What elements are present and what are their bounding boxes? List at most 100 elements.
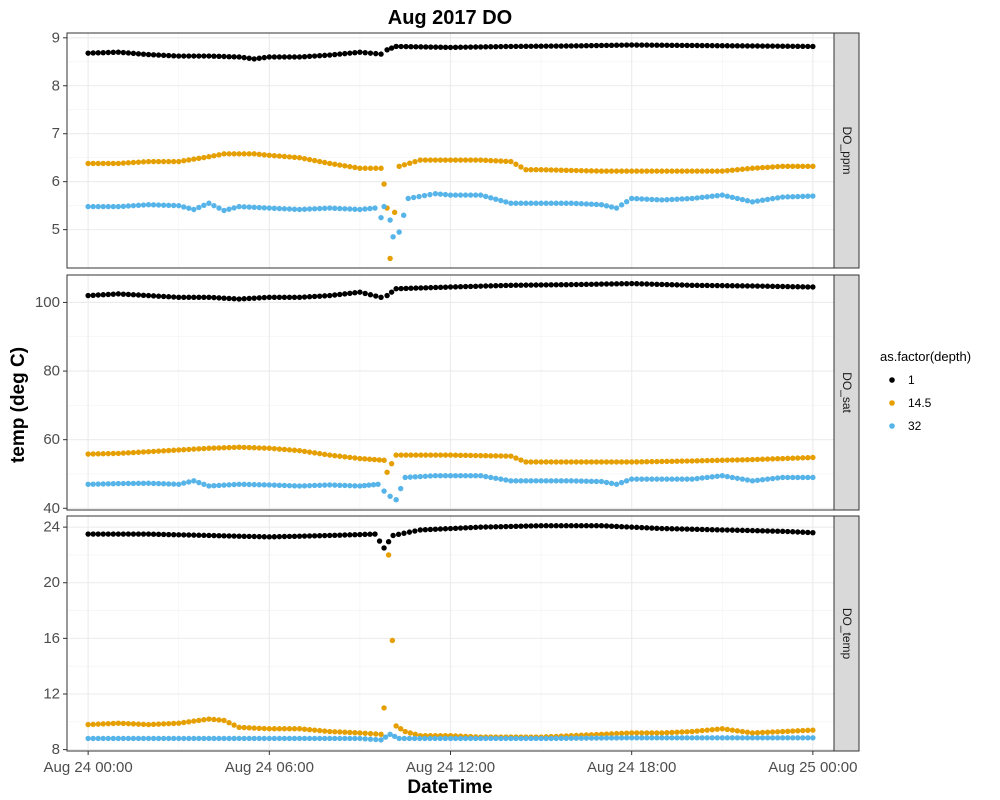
- data-point: [90, 735, 96, 742]
- data-point: [749, 165, 756, 171]
- data-point: [181, 532, 187, 538]
- y-tick-label: 7: [52, 125, 60, 142]
- data-point: [311, 482, 318, 489]
- data-point: [795, 163, 801, 170]
- data-point: [714, 168, 720, 174]
- data-point: [145, 735, 152, 742]
- data-point: [578, 478, 585, 484]
- data-point: [477, 157, 484, 163]
- data-point: [644, 42, 650, 48]
- data-point: [105, 160, 111, 167]
- data-point: [221, 533, 227, 539]
- data-point: [654, 196, 660, 203]
- data-point: [337, 51, 343, 57]
- data-point: [170, 531, 177, 538]
- data-point: [583, 168, 590, 174]
- data-point: [679, 526, 685, 532]
- data-point: [684, 168, 690, 174]
- data-point: [427, 157, 434, 163]
- data-point: [281, 482, 288, 489]
- data-point: [724, 193, 731, 199]
- data-point: [744, 729, 751, 735]
- data-point: [563, 43, 569, 49]
- data-point: [408, 452, 414, 458]
- data-point: [664, 729, 670, 736]
- data-point: [362, 730, 368, 736]
- data-point: [694, 728, 700, 734]
- data-point: [603, 731, 610, 737]
- data-point: [810, 284, 816, 290]
- data-point: [352, 735, 358, 742]
- data-point: [634, 524, 640, 531]
- data-point: [85, 160, 91, 167]
- data-point: [327, 482, 333, 488]
- data-point: [523, 478, 529, 484]
- data-point: [684, 282, 690, 288]
- data-point: [714, 192, 720, 199]
- data-point: [618, 730, 625, 737]
- data-point: [654, 525, 660, 531]
- data-point: [291, 726, 298, 732]
- data-point: [664, 42, 670, 48]
- data-point: [583, 478, 590, 484]
- data-point: [588, 201, 595, 207]
- data-point: [422, 473, 429, 479]
- data-point: [286, 54, 293, 60]
- data-point: [186, 294, 192, 300]
- data-point: [739, 43, 746, 49]
- data-point: [548, 735, 554, 742]
- data-point: [654, 730, 660, 736]
- data-point: [628, 42, 635, 48]
- data-point: [347, 163, 353, 170]
- data-point: [795, 193, 801, 200]
- data-point: [654, 281, 660, 287]
- data-point: [211, 532, 217, 539]
- data-point: [608, 523, 615, 529]
- data-point: [390, 234, 396, 240]
- data-point: [266, 54, 273, 60]
- data-point: [423, 285, 429, 291]
- data-point: [246, 151, 252, 157]
- data-point: [211, 445, 217, 451]
- y-tick-label: 8: [52, 741, 60, 758]
- data-point: [266, 445, 273, 451]
- data-point: [437, 284, 444, 291]
- data-point: [603, 42, 610, 49]
- data-point: [769, 43, 776, 49]
- data-point: [120, 735, 127, 742]
- data-point: [608, 735, 615, 741]
- data-point: [467, 735, 474, 742]
- data-point: [347, 206, 353, 212]
- data-point: [281, 294, 288, 300]
- data-point: [674, 735, 680, 741]
- data-point: [749, 43, 756, 49]
- data-point: [105, 49, 111, 56]
- data-point: [388, 460, 395, 467]
- data-point: [437, 191, 444, 197]
- data-point: [543, 459, 549, 465]
- data-point: [805, 474, 811, 481]
- data-point: [221, 445, 227, 451]
- data-point: [528, 282, 534, 288]
- data-point: [246, 481, 252, 488]
- data-point: [603, 168, 610, 174]
- x-tick-label: Aug 24 06:00: [225, 759, 314, 776]
- data-point: [623, 735, 630, 741]
- data-point: [583, 523, 590, 529]
- data-point: [759, 528, 766, 534]
- data-point: [467, 524, 474, 531]
- data-point: [548, 523, 554, 529]
- data-point: [286, 154, 293, 160]
- data-point: [533, 523, 539, 529]
- y-tick-label: 12: [43, 685, 60, 702]
- data-point: [221, 53, 227, 60]
- series-32: [85, 472, 816, 503]
- data-point: [533, 43, 539, 49]
- data-point: [623, 198, 630, 205]
- data-point: [105, 450, 111, 457]
- data-point: [558, 167, 564, 173]
- data-point: [412, 474, 418, 480]
- data-point: [301, 206, 308, 212]
- data-point: [362, 49, 368, 56]
- data-point: [357, 165, 363, 171]
